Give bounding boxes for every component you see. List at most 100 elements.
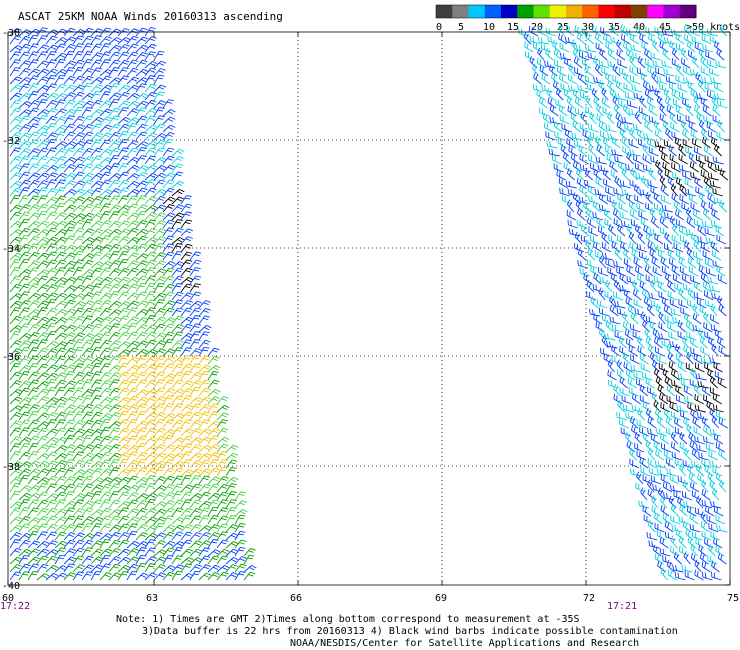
wind-barb (659, 175, 668, 189)
wind-barb (162, 373, 176, 381)
wind-barb (180, 491, 193, 501)
wind-barb (99, 533, 113, 541)
lat-label: -30 (2, 28, 20, 39)
wind-barb (153, 133, 167, 141)
wind-barb (108, 347, 120, 357)
wind-barb (162, 300, 176, 309)
wind-barb (707, 471, 716, 485)
wind-barb (162, 260, 176, 269)
wind-barb (27, 451, 39, 461)
wind-barb (54, 116, 67, 125)
wind-barb (54, 531, 67, 541)
wind-barb (671, 171, 683, 181)
wind-barb (9, 172, 22, 181)
wind-barb (207, 379, 220, 389)
lat-label: -38 (2, 462, 20, 473)
wind-barb (90, 419, 103, 429)
wind-barb (704, 82, 715, 93)
wind-barb (90, 323, 103, 333)
wind-barb (54, 187, 66, 197)
wind-barb (207, 388, 221, 397)
wind-barb (18, 371, 30, 381)
wind-barb (27, 83, 39, 93)
wind-barb (171, 555, 183, 565)
wind-barb (678, 535, 687, 549)
wind-barb (564, 57, 574, 69)
wind-barb (207, 506, 219, 517)
wind-barb (703, 115, 714, 125)
wind-barb (594, 188, 606, 197)
wind-barb (63, 500, 77, 509)
wind-barb (549, 104, 559, 117)
wind-barb (207, 444, 220, 453)
wind-barb (171, 307, 184, 317)
wind-barb (634, 442, 645, 453)
wind-barb (661, 194, 671, 205)
wind-barb (686, 331, 697, 341)
wind-barb (616, 307, 628, 317)
wind-barb (81, 483, 94, 493)
wind-barb (36, 140, 49, 149)
wind-barb (99, 387, 112, 397)
wind-barb (652, 483, 664, 493)
wind-barb (614, 300, 626, 309)
wind-barb (561, 123, 572, 133)
wind-barb (579, 153, 589, 165)
wind-barb (690, 408, 700, 421)
wind-barb (81, 252, 95, 261)
wind-barb (243, 554, 255, 565)
wind-barb (18, 92, 32, 101)
wind-barb (9, 451, 21, 461)
wind-barb (198, 404, 211, 413)
note-line-2: 3)Data buffer is 22 hrs from 20160313 4)… (142, 626, 678, 637)
wind-barb (135, 477, 149, 485)
wind-barb (108, 427, 121, 437)
wind-barb (99, 396, 113, 405)
wind-barb (135, 44, 149, 53)
wind-barb (171, 570, 183, 581)
wind-barb (667, 176, 676, 189)
wind-barb (54, 244, 68, 253)
wind-barb (135, 410, 147, 421)
wind-barb (63, 476, 76, 485)
wind-barb (81, 379, 93, 389)
wind-barb (63, 43, 76, 53)
wind-barb (45, 221, 59, 229)
wind-barb (700, 97, 710, 109)
wind-barb (18, 507, 30, 517)
wind-barb (655, 449, 665, 461)
wind-barb (45, 540, 58, 549)
wind-barb (90, 276, 104, 285)
wind-barb (63, 355, 76, 365)
wind-barb (639, 33, 649, 45)
wind-barb (595, 156, 607, 165)
wind-barb (45, 483, 58, 493)
wind-barb (45, 348, 58, 357)
wind-barb (663, 87, 672, 101)
wind-barb (710, 530, 721, 541)
wind-barb (625, 369, 635, 381)
wind-barb (108, 291, 120, 301)
wind-barb (162, 338, 174, 349)
wind-barb (27, 442, 39, 453)
wind-barb (705, 443, 717, 453)
lat-label: -40 (2, 581, 20, 592)
wind-barb (135, 204, 148, 213)
wind-barb (81, 403, 94, 413)
wind-barb (629, 65, 639, 77)
wind-barb (207, 499, 220, 509)
wind-barb (180, 395, 192, 405)
wind-barb (675, 219, 687, 229)
wind-barb (603, 178, 613, 189)
wind-barb (683, 385, 693, 397)
wind-barb (54, 202, 66, 213)
wind-barb (586, 217, 597, 229)
wind-barb (671, 234, 682, 245)
wind-barb (126, 563, 139, 573)
wind-barb (649, 228, 661, 237)
wind-barb (54, 540, 68, 549)
wind-barb (81, 139, 94, 149)
wind-barb (54, 163, 67, 173)
wind-barb (715, 225, 725, 237)
wind-barb (702, 44, 714, 53)
